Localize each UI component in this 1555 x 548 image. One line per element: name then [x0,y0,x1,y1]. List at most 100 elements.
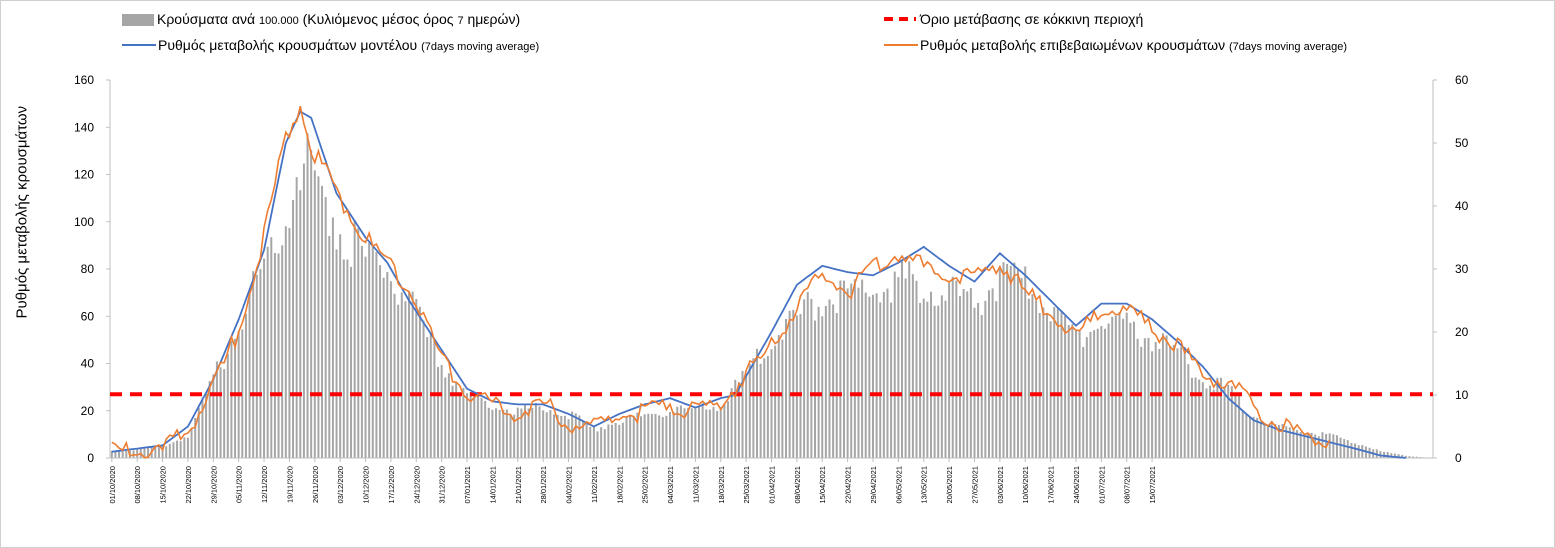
x-tick-label: 17/12/2020 [387,466,396,504]
case-bar [1404,455,1407,458]
case-bar [882,291,885,458]
case-bar [172,442,175,458]
case-bar [958,296,961,458]
case-bar [1292,429,1295,458]
case-bar [179,441,182,458]
case-bar [1136,338,1139,458]
x-tick-label: 29/04/2021 [869,466,878,504]
x-tick-label: 04/03/2021 [666,466,675,504]
case-bar [886,288,889,458]
case-bar [745,375,748,458]
case-bar [1281,424,1284,458]
case-bar [821,316,824,458]
case-bar [998,265,1001,458]
case-bar [310,149,313,458]
case-bar [842,280,845,458]
case-bar [1350,442,1353,458]
case-bar [313,170,316,459]
case-bar [698,406,701,458]
x-tick-label: 25/02/2021 [641,466,650,504]
case-bar [1230,386,1233,458]
case-bar [1067,324,1070,458]
x-tick-label: 04/02/2021 [565,466,574,504]
case-bar [603,429,606,458]
case-bar [705,409,708,458]
case-bar [281,245,284,458]
case-bar [466,393,469,458]
case-bar [948,282,951,458]
case-bar [331,217,334,458]
case-bar [1252,416,1255,458]
case-bar [553,414,556,458]
case-bar [1125,312,1128,458]
x-tick-label: 13/05/2021 [920,466,929,504]
case-bar [389,281,392,458]
case-bar [1241,410,1244,458]
x-tick-label: 06/05/2021 [894,466,903,504]
case-bar [321,185,324,458]
case-bar [415,298,418,458]
case-bar [306,133,309,458]
case-bar [1401,454,1404,458]
case-bar [524,404,527,458]
case-bar [752,358,755,458]
case-bar [835,312,838,458]
case-bar [1176,348,1179,458]
case-bar [168,443,171,458]
x-tick-label: 22/10/2020 [184,466,193,504]
case-bar [716,411,719,458]
case-bar [1248,416,1251,458]
case-bar [614,422,617,458]
case-bar [1154,341,1157,458]
case-bar [444,377,447,458]
y-left-tick-label: 80 [81,262,95,276]
x-tick-label: 20/05/2021 [945,466,954,504]
case-bar [542,410,545,458]
case-bar [795,315,798,458]
case-bar [1103,328,1106,458]
case-bar [1361,445,1364,458]
case-bar [908,261,911,458]
case-bar [632,416,635,458]
case-bar [194,417,197,458]
case-bar [364,256,367,458]
case-bar [1035,300,1038,458]
case-bar [640,416,643,458]
case-bar [763,358,766,458]
case-bar [929,291,932,458]
x-tick-label: 01/10/2020 [108,466,117,504]
case-bar [951,276,954,458]
case-bar [1303,434,1306,458]
case-bar [324,197,327,458]
case-bar [1056,307,1059,458]
y-right-tick-label: 0 [1455,451,1462,465]
case-bar [353,220,356,458]
case-bar [165,446,168,458]
case-bar [495,408,498,458]
case-bar [737,382,740,458]
case-bar [1317,436,1320,458]
case-bar [694,407,697,458]
case-bar [328,235,331,458]
bars-legend-label: Κρούσματα ανά 100.000 (Κυλιόμενος μέσος … [157,11,520,27]
x-tick-label: 08/10/2020 [133,466,142,504]
case-bar [382,277,385,458]
case-bar [683,408,686,458]
case-bar [669,412,672,458]
case-bar [1013,262,1016,458]
x-tick-label: 22/04/2021 [844,466,853,504]
case-bar [1161,333,1164,458]
case-bar [1183,347,1186,458]
x-tick-label: 24/12/2020 [412,466,421,504]
case-bar [629,415,632,458]
case-bar [643,414,646,458]
case-bar [451,385,454,458]
case-bar [1009,265,1012,458]
case-bar [585,423,588,458]
case-bar [1314,434,1317,458]
case-bar [730,388,733,458]
confirmed-legend-label: Ρυθμός μεταβολής επιβεβαιωμένων κρουσμάτ… [920,37,1347,53]
y-left-tick-label: 160 [74,73,94,87]
x-tick-label: 01/04/2021 [768,466,777,504]
y-right-tick-label: 50 [1455,136,1469,150]
